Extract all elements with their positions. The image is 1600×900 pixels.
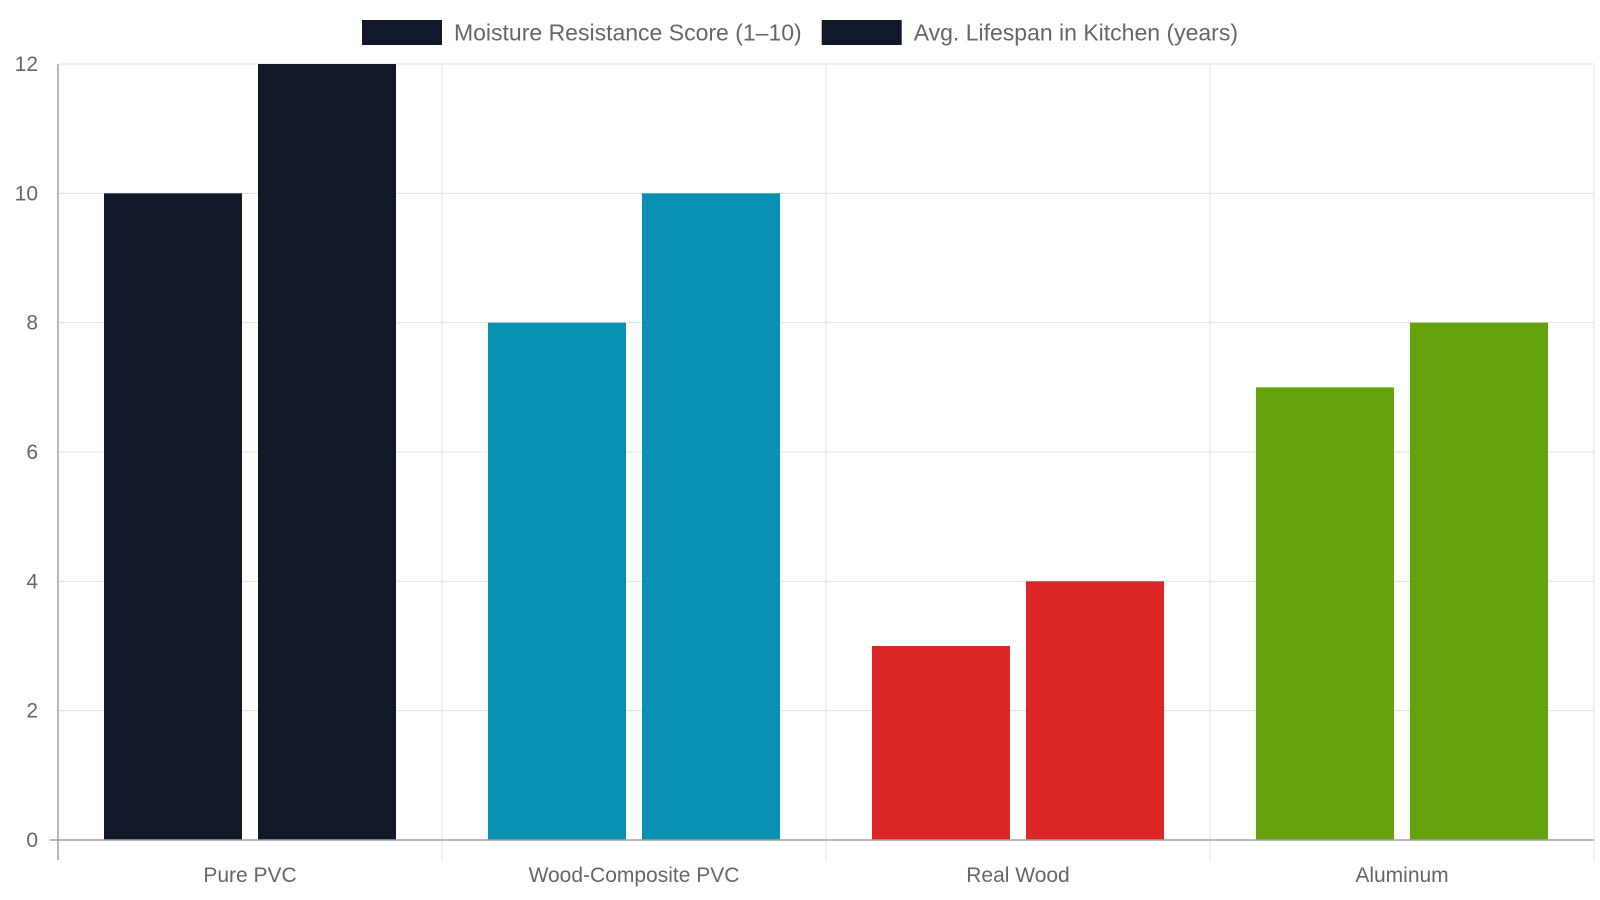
x-tick-label: Aluminum (1355, 864, 1448, 887)
y-tick-label: 0 (26, 829, 38, 852)
bar-aluminum-series-1 (1256, 387, 1394, 840)
y-tick-label: 10 (15, 182, 38, 205)
y-tick-label: 2 (26, 700, 38, 723)
legend-item-1[interactable]: Moisture Resistance Score (1–10) (361, 20, 802, 46)
bar-pure-pvc-series-2 (258, 64, 396, 840)
x-tick-label: Wood-Composite PVC (529, 864, 740, 887)
x-tick-label: Real Wood (966, 864, 1070, 887)
bars (104, 64, 1548, 841)
legend-label: Moisture Resistance Score (1–10) (454, 20, 802, 46)
y-tick-label: 4 (26, 570, 38, 593)
y-tick-label: 12 (15, 53, 38, 76)
bar-wood-composite-pvc-series-1 (488, 322, 626, 841)
y-tick-label: 6 (26, 441, 38, 464)
legend: Moisture Resistance Score (1–10) Avg. Lif… (361, 20, 1238, 46)
bar-wood-composite-pvc-series-2 (642, 193, 780, 841)
x-tick-label: Pure PVC (203, 864, 296, 887)
legend-swatch (361, 20, 442, 45)
bar-pure-pvc-series-1 (104, 193, 242, 841)
legend-swatch (821, 20, 902, 45)
y-tick-label: 8 (26, 312, 38, 335)
axes: 0 2 4 6 8 10 12 Pure PVC Wood-Composite PVC Real … (15, 53, 1595, 887)
legend-label: Avg. Lifespan in Kitchen (years) (914, 20, 1238, 46)
bar-real-wood-series-2 (1026, 581, 1164, 840)
bar-aluminum-series-2 (1410, 322, 1548, 841)
legend-item-2[interactable]: Avg. Lifespan in Kitchen (years) (821, 20, 1238, 46)
bar-real-wood-series-1 (872, 646, 1010, 840)
